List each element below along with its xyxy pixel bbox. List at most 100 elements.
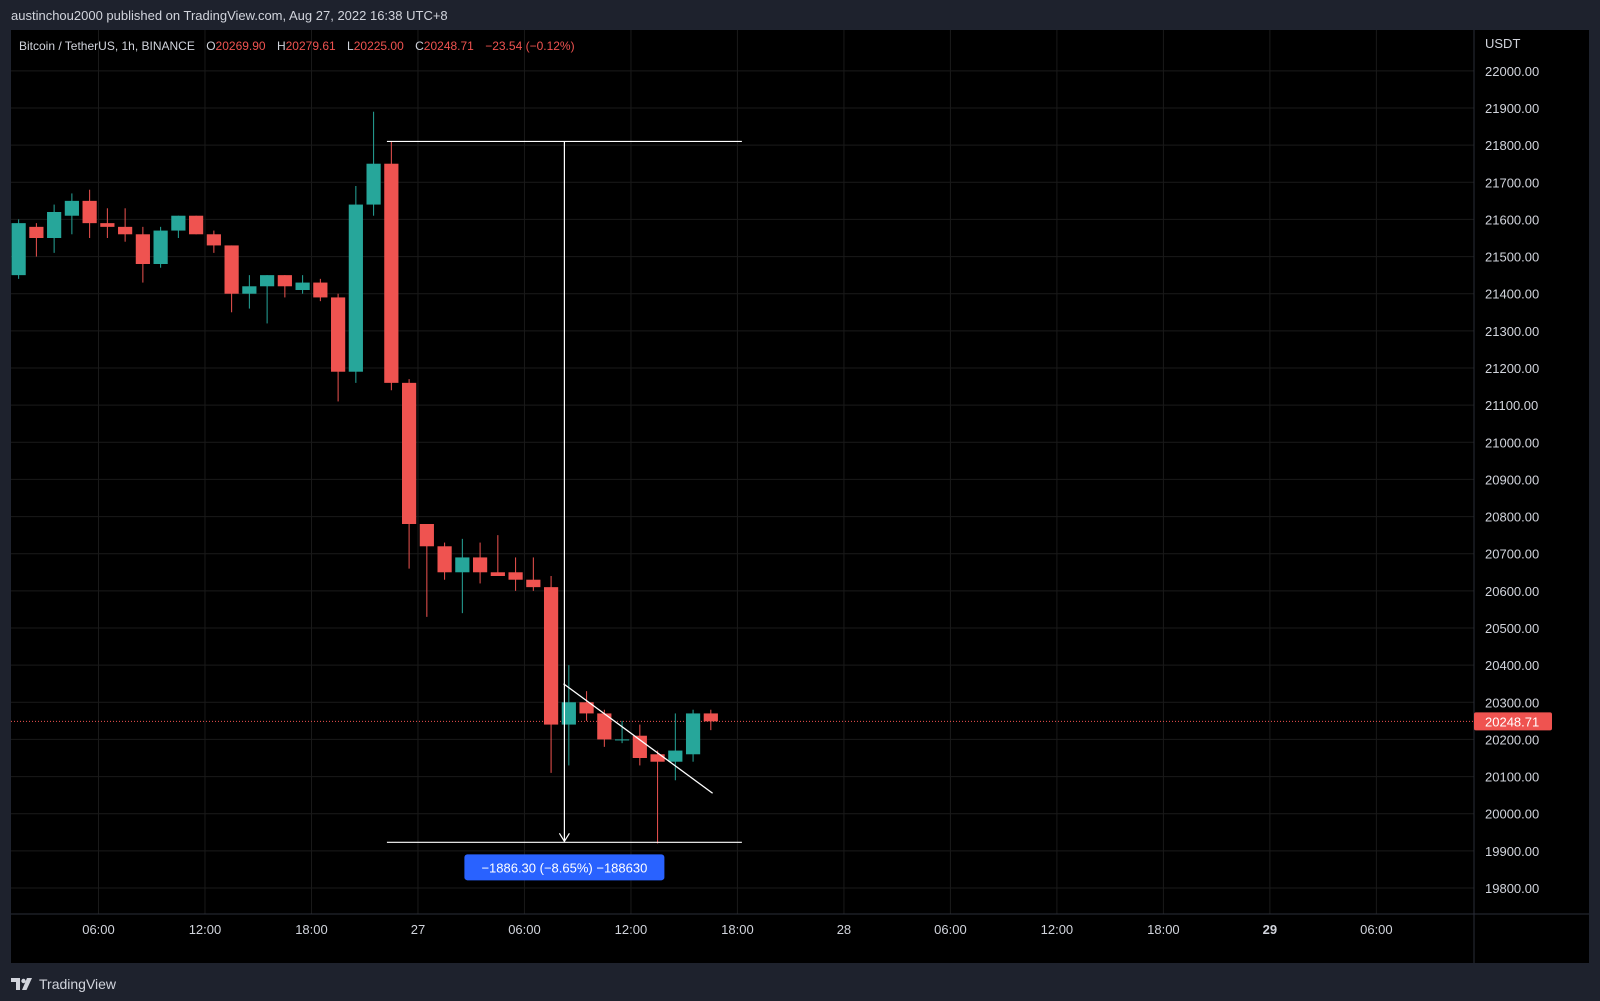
price-tick-label: 20600.00 xyxy=(1485,584,1539,599)
time-tick-label: 06:00 xyxy=(1360,922,1393,937)
candle-body xyxy=(100,223,115,227)
candle-body xyxy=(526,579,541,588)
chart-area[interactable]: −1886.30 (−8.65%) −188630 22000.00 21900.… xyxy=(11,30,1589,963)
price-tick-label: 19800.00 xyxy=(1485,881,1539,896)
candle-body xyxy=(118,226,133,235)
tradingview-footer[interactable]: TradingView xyxy=(11,974,116,994)
time-axis[interactable]: 06:00 12:00 18:00 27 06:00 12:00 18:00 28 06:00 1… xyxy=(82,922,1392,937)
measure-label-box xyxy=(464,854,665,881)
price-tick-label: 21100.00 xyxy=(1485,398,1538,413)
drawings[interactable]: −1886.30 (−8.65%) −188630 xyxy=(386,140,742,881)
candle-body xyxy=(348,204,363,372)
tradingview-brand: TradingView xyxy=(39,976,117,992)
price-tick-label: 21800.00 xyxy=(1485,138,1539,153)
time-tick-label: 12:00 xyxy=(189,922,222,937)
price-tick-label: 21700.00 xyxy=(1485,175,1539,190)
time-tick-label: 28 xyxy=(837,922,851,937)
price-tick-label: 20700.00 xyxy=(1485,547,1539,562)
current-price-label: 20248.71 xyxy=(1485,714,1539,729)
open-label: O xyxy=(206,39,215,53)
time-tick-label: 06:00 xyxy=(82,922,115,937)
price-tick-label: 21900.00 xyxy=(1485,101,1539,116)
price-tick-label: 21400.00 xyxy=(1485,287,1539,302)
candle-body xyxy=(171,215,186,231)
price-tick-label: 20200.00 xyxy=(1485,732,1539,747)
price-tick-label: 20500.00 xyxy=(1485,621,1539,636)
candle-body xyxy=(153,230,168,264)
candle-body xyxy=(366,163,381,205)
candle-body xyxy=(472,557,488,573)
candle-body xyxy=(597,713,612,740)
tradingview-logo-icon xyxy=(11,978,32,990)
candle-body xyxy=(242,286,257,294)
trendline xyxy=(563,683,713,794)
close-label: C xyxy=(415,39,424,53)
time-tick-label: 06:00 xyxy=(934,922,967,937)
change-value: −23.54 (−0.12%) xyxy=(485,39,574,53)
measure-label: −1886.30 (−8.65%) −188630 xyxy=(481,860,647,875)
candle-body xyxy=(419,524,434,547)
candle-body xyxy=(579,702,594,714)
price-tick-label: 20900.00 xyxy=(1485,472,1539,487)
candle-body xyxy=(189,215,204,235)
time-tick-label: 18:00 xyxy=(1147,922,1180,937)
close-value: 20248.71 xyxy=(424,39,474,53)
candle-body xyxy=(29,226,44,238)
price-tick-label: 20000.00 xyxy=(1485,807,1539,822)
candle-body xyxy=(401,382,417,524)
candle-body xyxy=(508,572,523,580)
price-tick-label: 20100.00 xyxy=(1485,770,1539,785)
price-tick-label: 19900.00 xyxy=(1485,844,1539,859)
price-tick-label: 21200.00 xyxy=(1485,361,1539,376)
candle-body xyxy=(206,234,221,246)
candle-body xyxy=(703,713,718,722)
candle-body xyxy=(135,234,150,264)
price-tick-label: 21600.00 xyxy=(1485,212,1539,227)
candle-body xyxy=(82,200,97,224)
symbol-label[interactable]: Bitcoin / TetherUS, 1h, BINANCE xyxy=(19,39,195,53)
price-tick-label: 21000.00 xyxy=(1485,435,1539,450)
price-tick-label: 21300.00 xyxy=(1485,324,1539,339)
candle-body xyxy=(543,587,559,725)
time-tick-label: 18:00 xyxy=(295,922,328,937)
ohlc-legend[interactable]: Bitcoin / TetherUS, 1h, BINANCE O20269.9… xyxy=(19,39,575,53)
low-value: 20225.00 xyxy=(354,39,404,53)
candle-body xyxy=(384,163,399,383)
candles xyxy=(11,111,718,844)
candle-body xyxy=(490,572,505,576)
measure-arrow-icon xyxy=(558,832,570,843)
candle-body xyxy=(685,713,701,755)
price-tick-label: 21500.00 xyxy=(1485,250,1539,265)
time-tick-label: 29 xyxy=(1263,922,1277,937)
candle-body xyxy=(650,754,665,762)
candlestick-chart[interactable]: −1886.30 (−8.65%) −188630 22000.00 21900.… xyxy=(11,30,1589,963)
candle-body xyxy=(260,275,275,287)
candle-body xyxy=(561,702,576,725)
publisher-caption: austinchou2000 published on TradingView.… xyxy=(11,8,448,23)
candle-body xyxy=(632,735,647,758)
svg-text:Bitcoin / TetherUS, 1h, BINANC: Bitcoin / TetherUS, 1h, BINANCE O20269.9… xyxy=(19,39,575,53)
price-tick-label: 20800.00 xyxy=(1485,510,1539,525)
time-tick-label: 12:00 xyxy=(1041,922,1074,937)
open-value: 20269.90 xyxy=(216,39,266,53)
grid xyxy=(11,30,1474,914)
price-tick-label: 20300.00 xyxy=(1485,695,1539,710)
price-axis-unit: USDT xyxy=(1485,36,1520,51)
time-tick-label: 18:00 xyxy=(721,922,754,937)
low-label: L xyxy=(347,39,354,53)
time-tick-label: 27 xyxy=(411,922,425,937)
candle-body xyxy=(295,282,310,290)
time-tick-label: 06:00 xyxy=(508,922,541,937)
candle-body xyxy=(313,282,328,298)
price-axis[interactable]: 22000.00 21900.00 21800.00 21700.00 21600.00… xyxy=(1485,64,1539,896)
candle-body xyxy=(47,212,62,238)
candle-body xyxy=(331,297,346,372)
high-value: 20279.61 xyxy=(286,39,336,53)
price-tick-label: 20400.00 xyxy=(1485,658,1539,673)
candle-body xyxy=(668,750,683,762)
candle-body xyxy=(437,546,452,573)
price-axis-panel[interactable] xyxy=(1474,30,1589,963)
high-label: H xyxy=(277,39,286,53)
current-price-badge: 20248.71 xyxy=(1474,712,1552,731)
candle-body xyxy=(277,275,292,287)
